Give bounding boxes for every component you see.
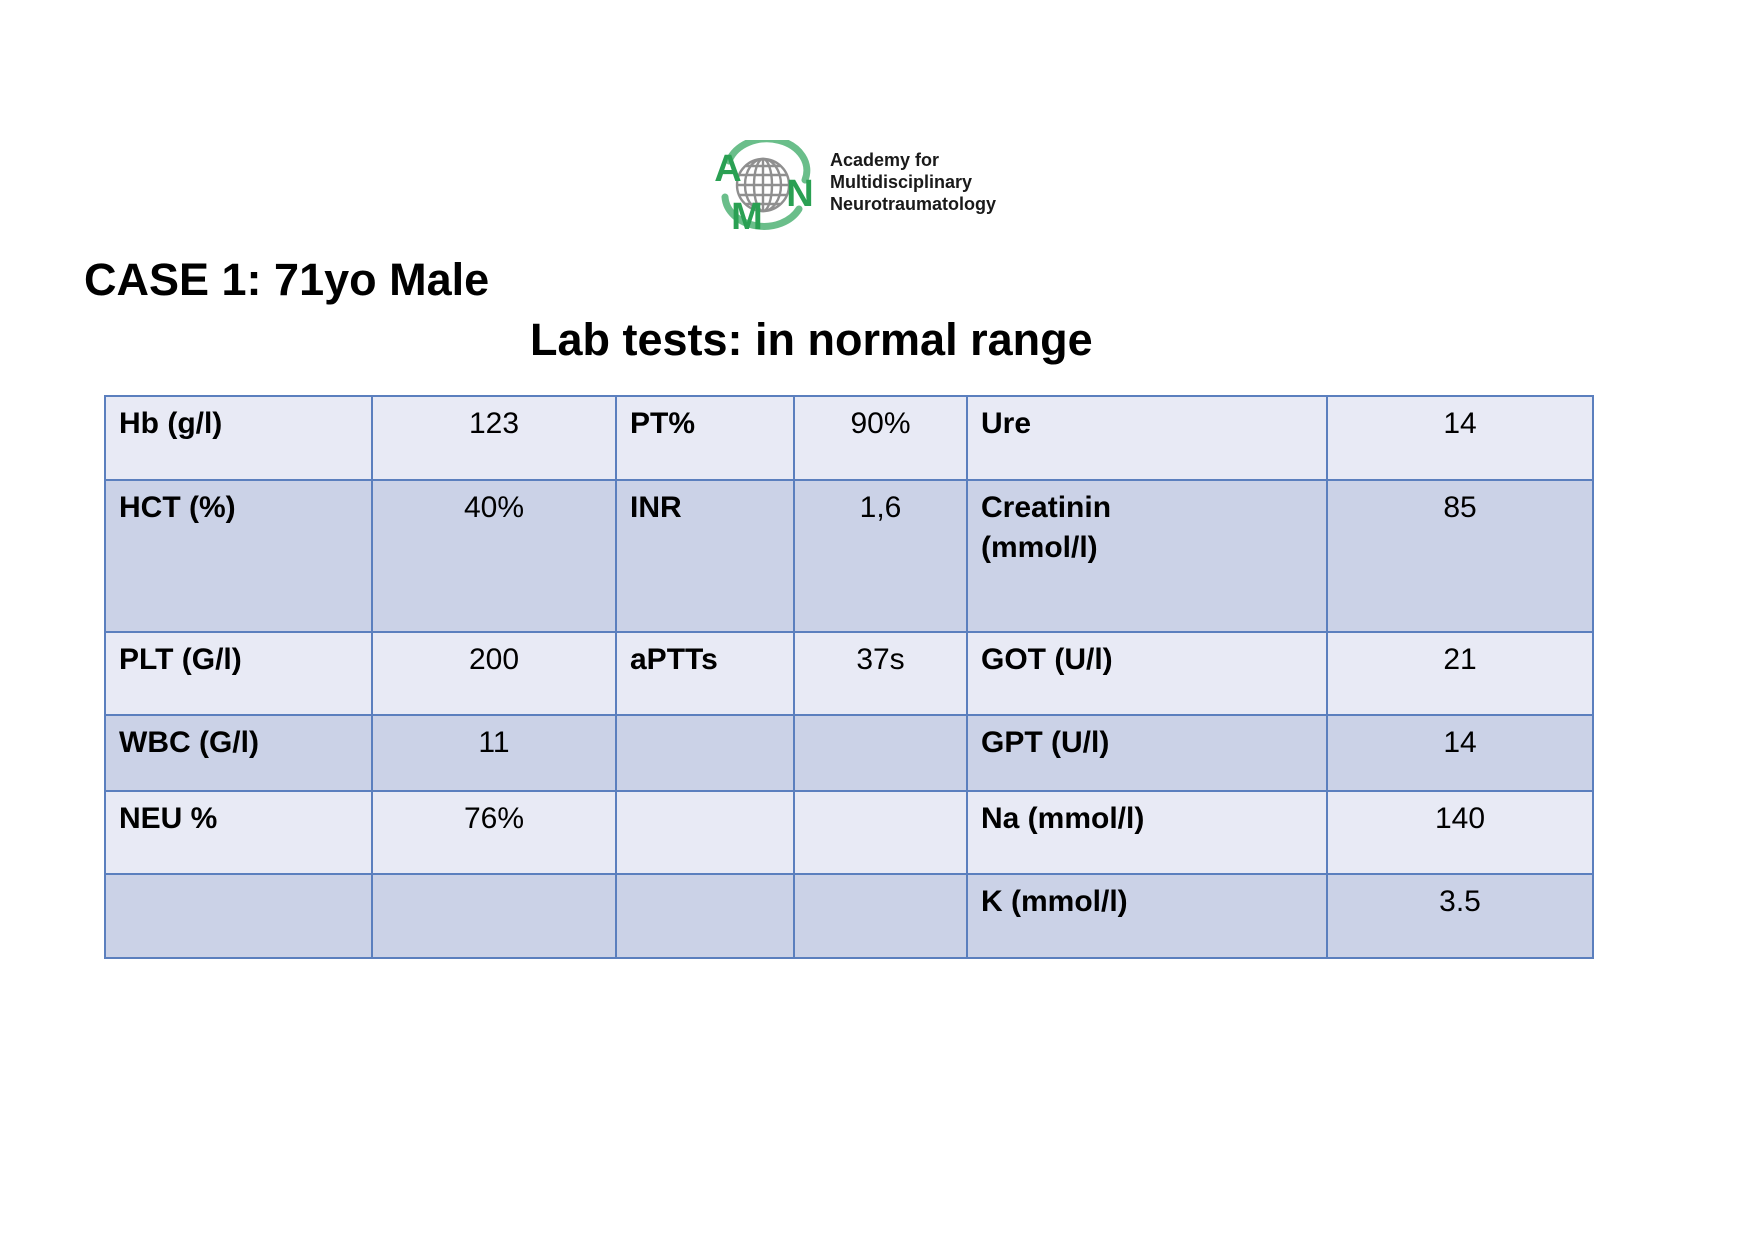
table-row: WBC (G/l) 11 GPT (U/l) 14 [104, 714, 1594, 792]
logo-letter-n: N [786, 173, 813, 215]
lab-value-cell: 37s [793, 631, 968, 716]
lab-label-cell: GPT (U/l) [966, 714, 1328, 792]
lab-value-cell: 90% [793, 395, 968, 481]
lab-value-cell: 140 [1326, 790, 1594, 875]
lab-value-cell: 3.5 [1326, 873, 1594, 959]
org-name-line: Academy for [830, 150, 940, 170]
lab-label-cell [615, 873, 795, 959]
lab-label-cell [615, 790, 795, 875]
table-row: PLT (G/l) 200 aPTTs 37s GOT (U/l) 21 [104, 631, 1594, 716]
lab-results-table: Hb (g/l) 123 PT% 90% Ure 14 HCT (%) 40% … [104, 395, 1594, 959]
lab-label-cell: WBC (G/l) [104, 714, 373, 792]
lab-value-cell [371, 873, 617, 959]
lab-label-cell [104, 873, 373, 959]
lab-label-cell: NEU % [104, 790, 373, 875]
amn-logo: A N M Academy for Multidisciplinary Neur… [628, 140, 996, 240]
table-row: HCT (%) 40% INR 1,6 Creatinin (mmol/l) 8… [104, 479, 1594, 633]
globe-wireframe [735, 157, 791, 213]
lab-label-cell [615, 714, 795, 792]
org-name-line: Neurotraumatology [830, 194, 997, 214]
lab-label-cell: PT% [615, 395, 795, 481]
lab-label-cell: Creatinin (mmol/l) [966, 479, 1328, 633]
lab-label-cell: PLT (G/l) [104, 631, 373, 716]
lab-value-cell: 40% [371, 479, 617, 633]
lab-value-cell: 1,6 [793, 479, 968, 633]
lab-value-cell: 85 [1326, 479, 1594, 633]
lab-value-cell: 14 [1326, 714, 1594, 792]
lab-label-cell: GOT (U/l) [966, 631, 1328, 716]
lab-value-cell: 21 [1326, 631, 1594, 716]
table-row: Hb (g/l) 123 PT% 90% Ure 14 [104, 395, 1594, 481]
logo-letter-a: A [714, 148, 741, 190]
lab-value-cell: 123 [371, 395, 617, 481]
lab-label-cell: HCT (%) [104, 479, 373, 633]
globe-icon: A N M [714, 140, 814, 238]
lab-label-cell: Hb (g/l) [104, 395, 373, 481]
table-row: NEU % 76% Na (mmol/l) 140 [104, 790, 1594, 875]
lab-label-cell: Na (mmol/l) [966, 790, 1328, 875]
lab-value-cell: 14 [1326, 395, 1594, 481]
lab-label-cell: K (mmol/l) [966, 873, 1328, 959]
logo-letter-m: M [731, 196, 763, 238]
lab-value-cell [793, 714, 968, 792]
lab-label-cell: Ure [966, 395, 1328, 481]
lab-label-cell: aPTTs [615, 631, 795, 716]
lab-value-cell: 200 [371, 631, 617, 716]
table-caption: Lab tests: in normal range [530, 314, 1093, 365]
lab-value-cell [793, 873, 968, 959]
org-name-line: Multidisciplinary [830, 172, 973, 192]
lab-value-cell [793, 790, 968, 875]
logo-swoosh [721, 140, 811, 230]
lab-label-cell: INR [615, 479, 795, 633]
lab-value-cell: 76% [371, 790, 617, 875]
lab-value-cell: 11 [371, 714, 617, 792]
table-row: K (mmol/l) 3.5 [104, 873, 1594, 959]
org-name: Academy for Multidisciplinary Neurotraum… [830, 149, 996, 215]
page-title: CASE 1: 71yo Male [84, 254, 490, 305]
